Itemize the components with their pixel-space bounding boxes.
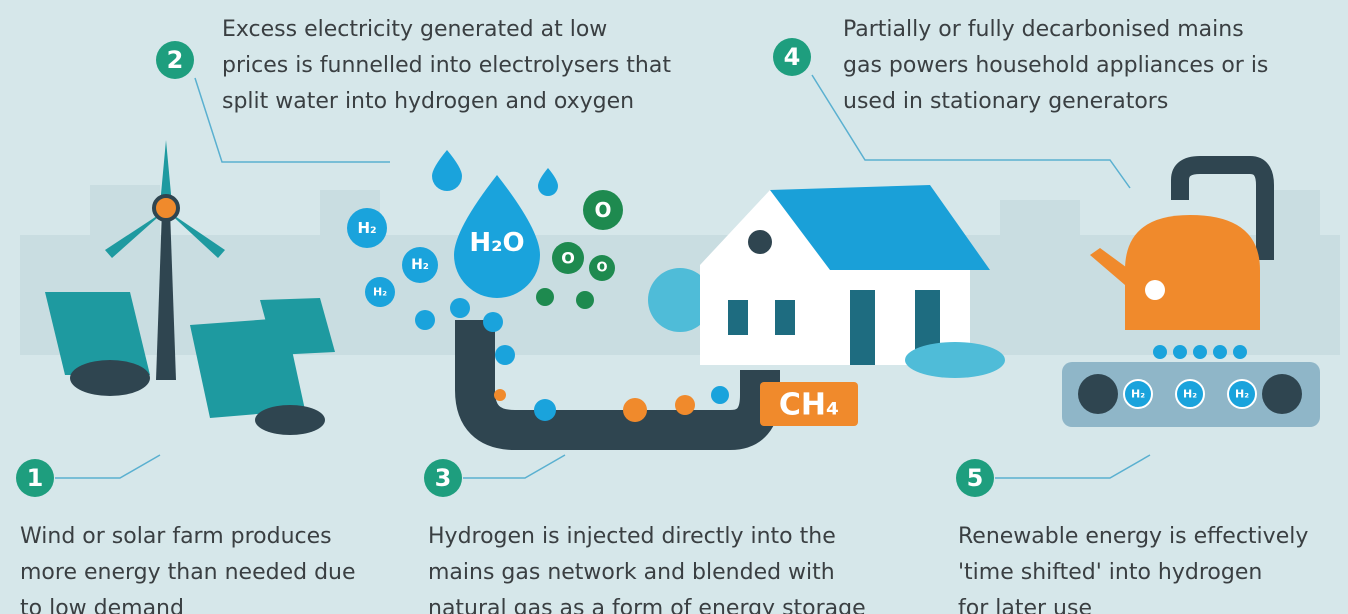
step-text: Partially or fully decarbonised mains [843,17,1244,42]
step-text: gas powers household appliances or is [843,53,1268,78]
droplet [538,168,558,196]
window [775,300,795,335]
step-number: 2 [167,46,184,74]
step-number: 3 [435,464,452,492]
molecule [576,291,594,309]
kettle-dot [1145,280,1165,300]
step-text: Excess electricity generated at low [222,17,607,42]
step-text: prices is funnelled into electrolysers t… [222,53,671,78]
house [648,185,1005,378]
molecule [415,310,435,330]
molecule-label: O [594,198,611,222]
molecule [536,288,554,306]
bush [70,360,150,396]
door [850,290,875,365]
knob [1262,374,1302,414]
step-number: 5 [967,464,984,492]
step-number: 1 [27,464,44,492]
bubble [494,389,506,401]
bubble [675,395,695,415]
burner-label: H₂ [1235,388,1249,401]
bush [905,342,1005,378]
methane-label: CH₄ [779,388,839,423]
connector [55,455,160,478]
molecule-label: O [561,249,575,268]
step-text: to low demand [20,596,184,614]
step-text: mains gas network and blended with [428,560,835,585]
step-text: split water into hydrogen and oxygen [222,89,634,114]
kettle [1125,215,1260,330]
flame [1193,345,1207,359]
flame [1233,345,1247,359]
bubble [534,399,556,421]
burner-label: H₂ [1183,388,1197,401]
connector [995,455,1150,478]
step-text: more energy than needed due [20,560,356,585]
step-text: Hydrogen is injected directly into the [428,524,836,549]
bush [255,405,325,435]
molecule-label: H₂ [357,219,376,237]
molecule-label: H₂ [373,286,387,299]
window [728,300,748,335]
flame [1173,345,1187,359]
molecule [483,312,503,332]
step-number: 4 [784,43,801,71]
molecule-label: O [596,261,607,276]
step-text: Renewable energy is effectively [958,524,1308,549]
bubble [495,345,515,365]
water-label: H₂O [469,228,524,258]
molecule [450,298,470,318]
connector [463,455,565,478]
step-text: natural gas as a form of energy storage [428,596,866,614]
burner-label: H₂ [1131,388,1145,401]
step-text: 'time shifted' into hydrogen [958,560,1262,585]
infographic: H₂O H₂H₂H₂OOOCH₄H₂H₂H₂1Wind or solar far… [0,0,1348,614]
molecule-label: H₂ [411,257,429,273]
bubble [623,398,647,422]
step-text: Wind or solar farm produces [20,524,332,549]
building [1000,200,1080,355]
droplet [432,150,462,191]
bubble [711,386,729,404]
step-text: used in stationary generators [843,89,1168,114]
window [748,230,772,254]
page: {"steps": [ {"number": "1", "lines": ["W… [0,0,1348,614]
hub [154,196,178,220]
step-text: for later use [958,596,1092,614]
flame [1153,345,1167,359]
flame [1213,345,1227,359]
knob [1078,374,1118,414]
